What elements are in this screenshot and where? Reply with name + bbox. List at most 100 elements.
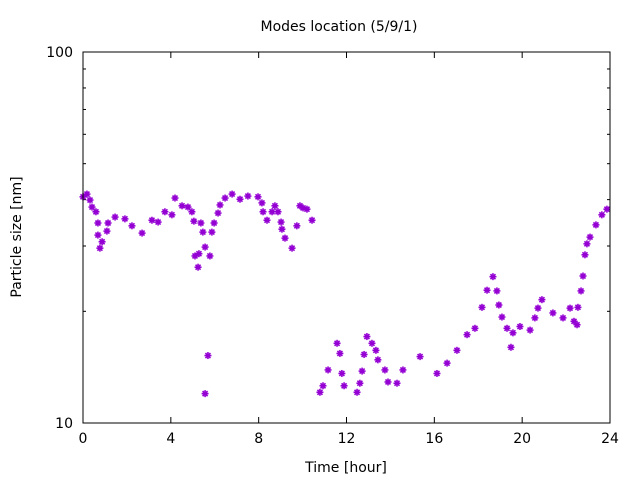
data-point — [453, 346, 461, 354]
data-point — [268, 208, 276, 216]
data-point — [433, 369, 441, 377]
data-point — [598, 211, 606, 219]
x-tick-label: 20 — [513, 431, 531, 447]
data-point — [360, 350, 368, 358]
data-point — [471, 324, 479, 332]
data-point — [94, 231, 102, 239]
x-tick-label: 8 — [254, 431, 263, 447]
y-axis-label: Particle size [nm] — [9, 176, 25, 297]
data-point — [581, 251, 589, 259]
data-point — [592, 221, 600, 229]
data-point — [381, 366, 389, 374]
data-point — [259, 208, 267, 216]
data-point — [353, 388, 361, 396]
data-point — [206, 252, 214, 260]
data-point — [526, 326, 534, 334]
data-point — [443, 359, 451, 367]
data-point — [190, 217, 198, 225]
data-point — [281, 234, 289, 242]
data-point — [333, 339, 341, 347]
data-point — [534, 304, 542, 312]
data-point — [356, 379, 364, 387]
data-point — [573, 321, 581, 329]
data-point — [148, 216, 156, 224]
data-point — [204, 352, 212, 360]
data-point — [498, 313, 506, 321]
data-point — [559, 314, 567, 322]
data-point — [88, 203, 96, 211]
data-point — [188, 208, 196, 216]
data-point — [263, 216, 271, 224]
data-point — [244, 192, 252, 200]
data-point — [94, 219, 102, 227]
data-point — [308, 216, 316, 224]
data-point — [299, 204, 307, 212]
data-point — [579, 272, 587, 280]
data-point — [586, 233, 594, 241]
y-tick-label: 100 — [46, 45, 73, 61]
data-point — [168, 211, 176, 219]
data-point — [293, 222, 301, 230]
data-point — [184, 203, 192, 211]
data-point — [208, 228, 216, 236]
data-point — [228, 190, 236, 198]
data-point — [416, 353, 424, 361]
data-point — [549, 309, 557, 317]
data-point — [478, 303, 486, 311]
data-point — [489, 273, 497, 281]
data-point — [254, 193, 262, 201]
data-point — [324, 366, 332, 374]
data-point — [516, 323, 524, 331]
data-point — [128, 222, 136, 230]
x-tick-label: 0 — [79, 431, 88, 447]
data-point — [336, 349, 344, 357]
data-point — [104, 219, 112, 227]
ticks: 0 4 8 12 16 20 24 10 100 — [46, 45, 619, 447]
data-point — [277, 218, 285, 226]
data-point — [201, 243, 209, 251]
data-point — [574, 303, 582, 311]
data-point — [214, 209, 222, 217]
data-point — [199, 228, 207, 236]
data-point — [236, 195, 244, 203]
data-point — [338, 369, 346, 377]
data-point — [258, 199, 266, 207]
data-point — [340, 382, 348, 390]
data-point — [368, 339, 376, 347]
data-point — [161, 208, 169, 216]
data-point — [197, 219, 205, 227]
data-point — [503, 324, 511, 332]
data-point — [288, 244, 296, 252]
data-point — [86, 196, 94, 204]
data-point — [393, 379, 401, 387]
data-point — [111, 213, 119, 221]
y-tick-label: 10 — [55, 416, 73, 432]
data-point — [372, 346, 380, 354]
data-point — [538, 296, 546, 304]
data-point — [194, 263, 202, 271]
data-point — [358, 367, 366, 375]
data-point — [138, 229, 146, 237]
data-point — [316, 388, 324, 396]
data-points — [79, 190, 611, 398]
data-point — [509, 329, 517, 337]
data-point — [278, 225, 286, 233]
data-point — [210, 219, 218, 227]
data-point — [221, 194, 229, 202]
data-point — [399, 366, 407, 374]
x-tick-label: 24 — [601, 431, 619, 447]
data-point — [201, 390, 209, 398]
x-tick-label: 12 — [338, 431, 356, 447]
data-point — [603, 205, 611, 213]
data-point — [319, 382, 327, 390]
data-point — [98, 238, 106, 246]
data-point — [274, 208, 282, 216]
x-tick-label: 16 — [425, 431, 443, 447]
data-point — [384, 378, 392, 386]
data-point — [363, 333, 371, 341]
plot-frame — [82, 51, 611, 424]
data-point — [374, 356, 382, 364]
data-point — [154, 218, 162, 226]
data-point — [577, 287, 585, 295]
